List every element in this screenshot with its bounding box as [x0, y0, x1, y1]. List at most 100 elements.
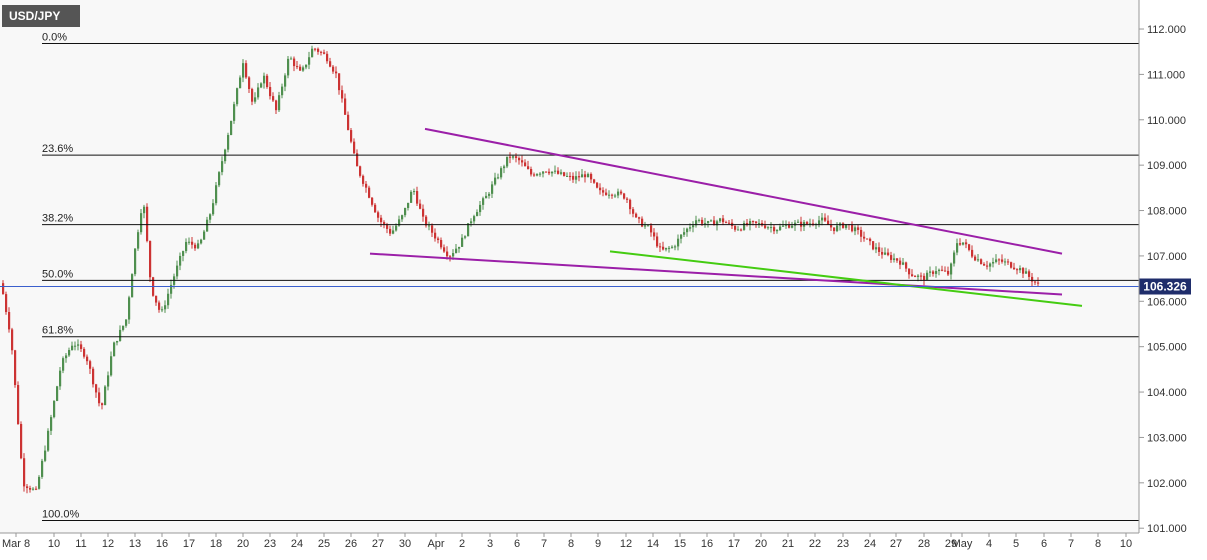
x-tick-label: Mar 8	[2, 538, 30, 550]
candle	[428, 221, 431, 231]
candle	[20, 421, 23, 460]
candle	[320, 50, 323, 56]
candle	[263, 72, 266, 89]
candle	[170, 279, 173, 299]
candle	[851, 221, 854, 233]
candle	[308, 51, 311, 70]
candle	[533, 172, 536, 177]
candle	[950, 262, 953, 280]
candle	[113, 341, 116, 357]
candle	[68, 347, 71, 357]
candle	[776, 229, 779, 234]
candle	[1037, 277, 1040, 287]
candle	[371, 196, 374, 207]
x-tick-label: 27	[372, 538, 384, 550]
candle	[281, 83, 284, 99]
candle	[998, 258, 1001, 265]
x-tick-label: 20	[755, 538, 767, 550]
y-tick-label: 110.000	[1147, 115, 1186, 127]
candle	[1001, 254, 1004, 264]
candle	[989, 262, 992, 272]
candle	[401, 214, 404, 222]
candle	[554, 165, 557, 174]
candle	[326, 51, 329, 64]
candle	[683, 227, 686, 238]
candle	[410, 190, 413, 203]
candle	[686, 227, 689, 237]
candle	[596, 182, 599, 189]
candle	[1010, 261, 1013, 269]
candle	[80, 340, 83, 352]
candle	[437, 236, 440, 244]
candle	[59, 366, 62, 390]
candle	[662, 241, 665, 251]
candle	[959, 238, 962, 246]
fib-level-label: 100.0%	[42, 508, 80, 520]
candle	[77, 339, 80, 351]
candle	[2, 280, 5, 295]
candle	[566, 172, 569, 178]
candle	[734, 224, 737, 232]
candle	[161, 306, 164, 313]
x-tick-label: Apr	[427, 538, 444, 550]
candle	[434, 228, 437, 242]
fib-level-label: 38.2%	[42, 213, 73, 225]
candle	[416, 186, 419, 206]
candle	[140, 209, 143, 235]
candle	[884, 247, 887, 256]
candle	[1019, 265, 1022, 274]
candle	[335, 66, 338, 79]
candle	[560, 169, 563, 176]
candle	[305, 64, 308, 70]
candle	[377, 210, 380, 223]
candle	[497, 173, 500, 180]
candle	[725, 220, 728, 224]
candle	[89, 359, 92, 374]
candle	[944, 266, 947, 272]
candle	[44, 445, 47, 463]
x-tick-label: 15	[674, 538, 686, 550]
candle	[545, 171, 548, 173]
candle	[1013, 262, 1016, 270]
y-tick-label: 104.000	[1147, 387, 1187, 399]
candle	[455, 244, 458, 254]
candle	[908, 268, 911, 279]
candle	[833, 227, 836, 235]
candle	[392, 225, 395, 235]
candle	[827, 215, 830, 225]
candle	[125, 319, 128, 328]
candle	[578, 171, 581, 182]
candle	[521, 155, 524, 167]
candle	[713, 216, 716, 226]
candle	[182, 250, 185, 262]
candle	[569, 172, 572, 181]
symbol-badge: USD/JPY	[2, 5, 80, 27]
candle	[614, 193, 617, 198]
candle	[1028, 269, 1031, 281]
candle	[197, 239, 200, 250]
candle	[389, 225, 392, 236]
candle	[176, 260, 179, 280]
candle	[923, 273, 926, 286]
candle	[881, 247, 884, 259]
candle	[926, 270, 929, 281]
candle	[878, 242, 881, 257]
x-tick-label: 8	[1095, 538, 1101, 550]
candle	[458, 246, 461, 253]
candle	[980, 258, 983, 265]
candle	[887, 248, 890, 257]
candle	[53, 400, 56, 419]
candle	[629, 198, 632, 215]
candle	[572, 172, 575, 183]
candle	[179, 252, 182, 271]
candle	[344, 93, 347, 115]
candle	[986, 260, 989, 270]
x-tick-label: 24	[291, 538, 303, 550]
trendline-upper	[424, 127, 1063, 255]
fib-level-label: 23.6%	[42, 143, 73, 155]
candle	[422, 204, 425, 222]
candle	[23, 453, 26, 492]
candle	[518, 156, 521, 165]
candle	[902, 258, 905, 266]
candle	[71, 341, 74, 351]
